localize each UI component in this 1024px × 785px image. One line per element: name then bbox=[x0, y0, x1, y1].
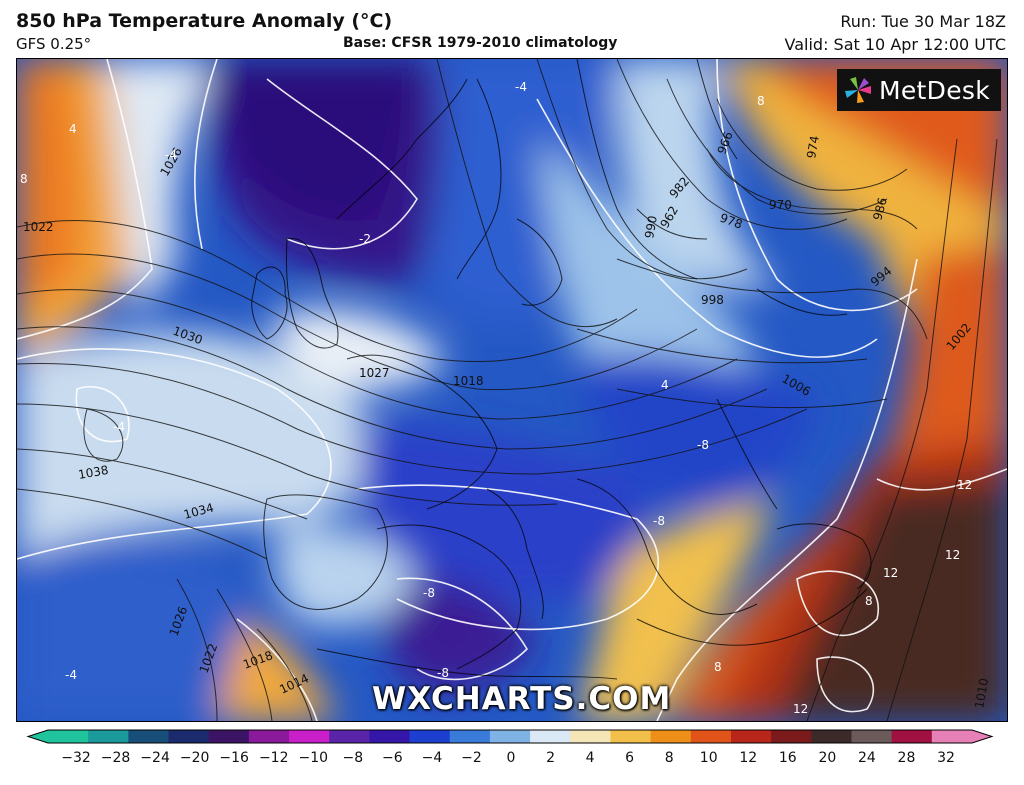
colorbar-segment bbox=[409, 730, 451, 743]
colorbar-tick-label: −12 bbox=[258, 750, 289, 766]
coastlines bbox=[251, 59, 872, 680]
anomaly-label: -8 bbox=[423, 586, 435, 600]
anomaly-label: -2 bbox=[359, 232, 371, 246]
colorbar-segment bbox=[289, 730, 330, 743]
colorbar-segment bbox=[369, 730, 411, 743]
colorbar-min-arrow bbox=[28, 730, 48, 743]
anomaly-label: 12 bbox=[793, 702, 808, 716]
colorbar-tick-label: −28 bbox=[100, 750, 131, 766]
colorbar-segment bbox=[88, 730, 129, 743]
colorbar-segment bbox=[168, 730, 210, 743]
colorbar-segment bbox=[489, 730, 531, 743]
anomaly-label: -4 bbox=[515, 80, 527, 94]
anomaly-label: 12 bbox=[957, 478, 972, 492]
colorbar-segment bbox=[128, 730, 170, 743]
colorbar-tick-label: 12 bbox=[739, 750, 758, 766]
model-name: GFS 0.25° bbox=[16, 35, 92, 53]
colorbar bbox=[26, 729, 994, 744]
logo-text: MetDesk bbox=[879, 75, 990, 105]
colorbar-tick-label: 20 bbox=[818, 750, 837, 766]
colorbar-tick-label: −20 bbox=[179, 750, 210, 766]
colorbar-tick-label: 24 bbox=[857, 750, 876, 766]
isobar-label: 1027 bbox=[359, 366, 390, 380]
colorbar-tick-label: −24 bbox=[140, 750, 170, 766]
colorbar-segment bbox=[610, 730, 652, 743]
colorbar-segment bbox=[449, 730, 491, 743]
isobar-label: 974 bbox=[804, 135, 822, 160]
colorbar-segment bbox=[48, 730, 89, 743]
colorbar-max-arrow bbox=[972, 730, 992, 743]
colorbar-segment bbox=[570, 730, 611, 743]
logo-burst-icon bbox=[845, 77, 871, 103]
anomaly-labels: -4 -4 -2 -4 -8 -8 -8 -8 4 8 8 8 8 12 12 … bbox=[20, 80, 972, 716]
anomaly-label: 4 bbox=[661, 378, 669, 392]
colorbar-tick-label: 6 bbox=[625, 750, 635, 766]
anomaly-label: -4 bbox=[113, 420, 125, 434]
colorbar-tick-label: −32 bbox=[61, 750, 91, 766]
colorbar-segment bbox=[891, 730, 933, 743]
run-time: Run: Tue 30 Mar 18Z bbox=[840, 12, 1006, 31]
colorbar-segment bbox=[248, 730, 290, 743]
colorbar-tick-label: 16 bbox=[778, 750, 797, 766]
isobar-label: 1022 bbox=[23, 220, 54, 234]
colorbar-tick-label: −10 bbox=[298, 750, 329, 766]
colorbar-tick-label: −2 bbox=[461, 750, 482, 766]
colorbar-tick-label: 4 bbox=[585, 750, 595, 766]
map-area: 1022 1026 1030 1027 1018 1038 1034 1026 … bbox=[16, 58, 1008, 722]
colorbar-tick-label: 8 bbox=[664, 750, 674, 766]
colorbar-tick-label: 2 bbox=[546, 750, 555, 766]
isobar-label: 986 bbox=[870, 196, 889, 222]
colorbar-segment bbox=[730, 730, 772, 743]
climatology-base: Base: CFSR 1979-2010 climatology bbox=[343, 35, 618, 51]
colorbar-tick-label: 0 bbox=[506, 750, 516, 766]
colorbar-outline bbox=[26, 729, 994, 744]
anomaly-label: -8 bbox=[437, 666, 449, 680]
colorbar-tick-label: 32 bbox=[937, 750, 955, 766]
isobar-label: 998 bbox=[701, 293, 724, 307]
colorbar-labels: −32 −28 −24 −20 −16 −12 −10 −8 −6 −4 −2 0 2 4 6 8 10 12 16… bbox=[0, 750, 1024, 772]
isobar-label: 990 bbox=[642, 215, 660, 240]
colorbar-tick-label: 10 bbox=[699, 750, 718, 766]
anomaly-label: 12 bbox=[945, 548, 960, 562]
colorbar-segment bbox=[771, 730, 812, 743]
colorbar-tick-label: 28 bbox=[897, 750, 916, 766]
isobar-label: 970 bbox=[769, 198, 792, 212]
colorbar-segment bbox=[811, 730, 852, 743]
valid-time: Valid: Sat 10 Apr 12:00 UTC bbox=[784, 35, 1006, 54]
colorbar-segment bbox=[208, 730, 250, 743]
colorbar-segment bbox=[329, 730, 370, 743]
colorbar-segment bbox=[690, 730, 732, 743]
isobars bbox=[17, 59, 998, 721]
chart-title: 850 hPa Temperature Anomaly (°C) bbox=[16, 10, 393, 32]
colorbar-tick-label: −16 bbox=[219, 750, 249, 766]
anomaly-label: 8 bbox=[20, 172, 28, 186]
anomaly-label: -8 bbox=[653, 514, 665, 528]
anomaly-label: 8 bbox=[757, 94, 765, 108]
colorbar-segment bbox=[851, 730, 893, 743]
colorbar-segment bbox=[931, 730, 973, 743]
watermark: WXCHARTS.COM bbox=[372, 681, 672, 717]
isobar-label: 1010 bbox=[972, 677, 991, 710]
anomaly-map: 1022 1026 1030 1027 1018 1038 1034 1026 … bbox=[17, 59, 1007, 721]
anomaly-label: 12 bbox=[883, 566, 898, 580]
anomaly-contours bbox=[17, 59, 1007, 721]
isobar-label: 1038 bbox=[77, 463, 110, 482]
isobar-label: 1018 bbox=[453, 374, 484, 388]
anomaly-label: 4 bbox=[69, 122, 77, 136]
anomaly-label: -4 bbox=[165, 148, 177, 162]
anomaly-label: -8 bbox=[697, 438, 709, 452]
colorbar-tick-label: −8 bbox=[342, 750, 364, 766]
colorbar-tick-label: −6 bbox=[382, 750, 403, 766]
anomaly-label: 8 bbox=[865, 594, 873, 608]
colorbar-segment bbox=[530, 730, 571, 743]
colorbar-tick-label: −4 bbox=[421, 750, 443, 766]
anomaly-label: -4 bbox=[65, 668, 77, 682]
colorbar-segment bbox=[650, 730, 692, 743]
metdesk-logo: MetDesk bbox=[837, 69, 1001, 111]
anomaly-label: 8 bbox=[714, 660, 722, 674]
